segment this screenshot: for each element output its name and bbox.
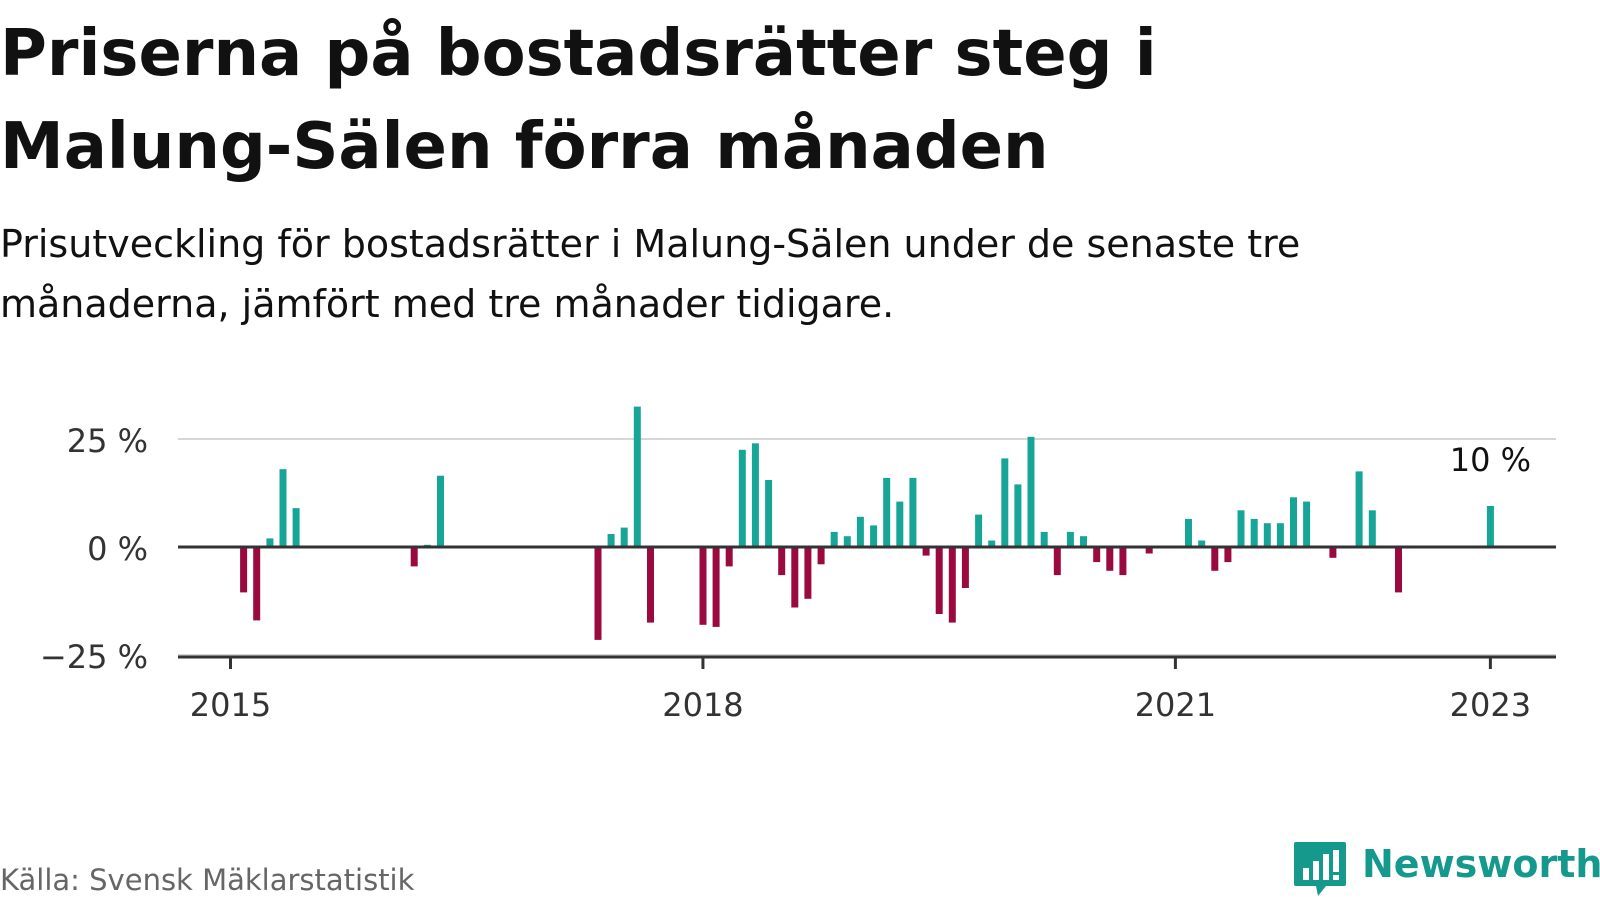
bar — [1263, 523, 1271, 547]
bar — [1093, 547, 1101, 563]
bar — [633, 406, 641, 547]
bar — [843, 536, 851, 547]
bar — [765, 480, 773, 547]
bar — [1198, 540, 1206, 547]
bar-chart-speech-icon — [1294, 842, 1346, 896]
y-axis-ticks: 25 % 0 % −25 % — [40, 422, 148, 676]
bars — [240, 406, 1494, 640]
bar — [1395, 547, 1402, 593]
bar — [712, 547, 720, 627]
bar — [1106, 547, 1114, 571]
bar — [751, 443, 759, 547]
bar — [699, 547, 707, 625]
bar — [1040, 531, 1048, 547]
bar — [1224, 547, 1232, 563]
y-tick-label: 25 % — [67, 422, 148, 460]
gridlines — [178, 438, 1556, 656]
bar — [647, 547, 654, 623]
bar — [253, 547, 261, 621]
bar — [909, 477, 917, 547]
bar — [607, 534, 615, 547]
chart-title: Priserna på bostadsrätter steg i Malung-… — [0, 17, 1157, 184]
bar — [791, 547, 799, 608]
bar — [804, 547, 812, 599]
bar — [620, 527, 628, 547]
bar-chart: 25 % 0 % −25 % 2015 2018 2021 2023 10 % — [40, 406, 1556, 724]
bar — [437, 475, 444, 547]
bar — [896, 501, 904, 547]
bar — [948, 547, 956, 623]
source-note: Källa: Svensk Mäklarstatistik — [0, 863, 415, 897]
bar — [856, 516, 864, 547]
bar — [975, 514, 983, 547]
bar — [1237, 510, 1245, 547]
newsworthy-logo: Newsworthy — [1292, 838, 1600, 898]
bar — [594, 547, 602, 640]
bar — [1368, 510, 1376, 547]
bar — [817, 547, 825, 565]
bar — [870, 525, 878, 547]
bar — [988, 540, 996, 547]
bar — [1027, 436, 1035, 547]
bar — [1276, 523, 1284, 547]
x-tick-label: 2021 — [1135, 686, 1216, 724]
x-tick-label: 2015 — [190, 686, 271, 724]
bar — [1014, 484, 1022, 547]
bar — [240, 547, 248, 593]
bar — [961, 547, 969, 588]
bar — [410, 547, 418, 567]
bar — [292, 508, 300, 547]
bar — [1185, 518, 1192, 547]
bar — [1303, 501, 1311, 547]
bar — [1053, 547, 1061, 576]
bar — [1329, 547, 1337, 558]
bar — [935, 547, 943, 614]
bar — [1211, 547, 1219, 571]
bar — [778, 547, 786, 576]
bar — [883, 477, 891, 547]
bar — [922, 547, 930, 556]
brand-name: Newsworthy — [1362, 842, 1600, 886]
x-tick-label: 2018 — [662, 686, 743, 724]
bar — [725, 547, 733, 567]
bar — [1066, 531, 1074, 547]
bar — [1486, 506, 1494, 547]
bar — [266, 538, 274, 547]
bar — [1080, 536, 1087, 547]
bar — [1145, 547, 1153, 554]
bar — [1250, 518, 1258, 547]
value-annotation: 10 % — [1450, 441, 1531, 479]
axes — [178, 545, 1556, 659]
bar — [279, 469, 287, 547]
bar — [1119, 547, 1127, 576]
annotations: 10 % — [1450, 441, 1531, 479]
bar — [1290, 497, 1297, 547]
y-tick-label: −25 % — [40, 638, 148, 676]
chart-subtitle: Prisutveckling för bostadsrätter i Malun… — [0, 222, 1301, 326]
bar — [830, 531, 838, 547]
x-axis-ticks: 2015 2018 2021 2023 — [190, 657, 1531, 724]
x-tick-label: 2023 — [1450, 686, 1531, 724]
bar — [1001, 458, 1009, 547]
bar — [738, 449, 746, 547]
bar — [1355, 471, 1363, 547]
y-tick-label: 0 % — [87, 530, 148, 568]
